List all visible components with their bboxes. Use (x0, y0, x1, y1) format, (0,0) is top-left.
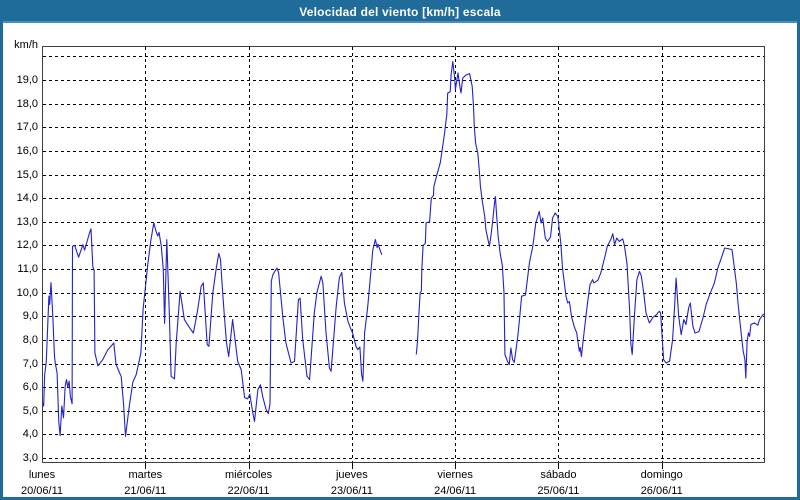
window-titlebar: Velocidad del viento [km/h] escala (3, 3, 797, 23)
y-axis-tick-label: 6,0 (22, 381, 38, 394)
wind-speed-series-line (42, 222, 383, 437)
x-axis-day-name: domingo (640, 469, 683, 481)
chart-title: Velocidad del viento [km/h] escala (299, 5, 501, 19)
x-axis-day-name: jueves (335, 469, 368, 481)
x-axis-day-date: 25/06/11 (537, 485, 580, 497)
y-axis-tick-label: 11,0 (17, 263, 38, 275)
y-axis-tick-label: 13,0 (16, 215, 38, 228)
y-axis-tick-label: 18,0 (16, 97, 38, 110)
chart-area: km/h 19,0 18,0 17,0 16,0 15,0 14,0 13,0 12,0 11,… (3, 3, 797, 497)
plot-border (42, 46, 765, 463)
x-axis-day-name: martes (128, 469, 163, 481)
y-axis-tick-label: 10,0 (16, 286, 38, 299)
wind-speed-line-chart (42, 46, 765, 469)
y-axis-tick-label: 19,0 (16, 74, 38, 86)
y-axis-tick-label: 8,0 (22, 333, 38, 346)
x-axis-day-name: lunes (28, 469, 56, 481)
y-axis-tick-label: 12,0 (16, 239, 38, 252)
y-axis-unit-label: km/h (14, 39, 38, 51)
y-axis-tick-label: 9,0 (22, 310, 38, 323)
x-axis-day-date: 26/06/11 (640, 485, 683, 497)
x-axis-day-name: sábado (540, 469, 577, 481)
wind-speed-series-line (415, 61, 765, 379)
x-axis-day-date: 21/06/11 (124, 485, 167, 497)
y-axis-tick-label: 14,0 (16, 192, 38, 205)
y-axis-tick-label: 16,0 (16, 144, 38, 157)
x-axis-day-date: 20/06/11 (20, 485, 63, 497)
x-axis-day-date: 23/06/11 (330, 485, 373, 497)
y-axis-tick-label: 17,0 (16, 121, 38, 134)
y-axis-tick-label: 4,0 (22, 428, 38, 441)
x-axis-day-name: viernes (437, 469, 473, 481)
y-axis-tick-label: 3,0 (22, 452, 38, 464)
x-axis-day-name: miércoles (225, 469, 273, 481)
y-axis-tick-label: 5,0 (22, 404, 38, 417)
x-axis-day-date: 24/06/11 (434, 485, 477, 497)
y-axis-tick-label: 15,0 (16, 168, 38, 181)
x-axis-day-date: 22/06/11 (227, 485, 270, 497)
y-axis-tick-label: 7,0 (22, 357, 38, 370)
